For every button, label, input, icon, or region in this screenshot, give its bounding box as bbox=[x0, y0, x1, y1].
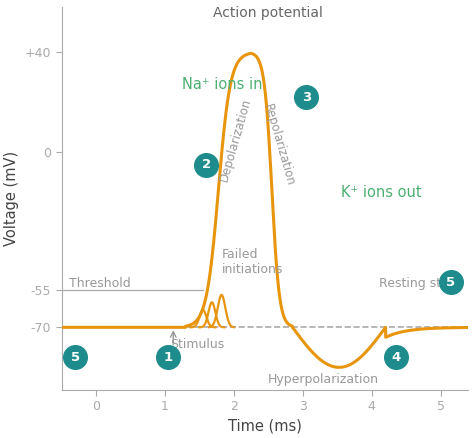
Y-axis label: Voltage (mV): Voltage (mV) bbox=[4, 151, 19, 246]
Text: 3: 3 bbox=[301, 91, 311, 104]
Text: 4: 4 bbox=[391, 351, 401, 364]
Text: 5: 5 bbox=[71, 351, 80, 364]
Text: Depolarization: Depolarization bbox=[217, 96, 254, 183]
Text: Threshold: Threshold bbox=[69, 277, 130, 290]
Text: Na⁺ ions in: Na⁺ ions in bbox=[182, 77, 263, 92]
Text: 5: 5 bbox=[447, 276, 456, 289]
Text: Hyperpolarization: Hyperpolarization bbox=[268, 373, 379, 386]
Text: Failed
initiations: Failed initiations bbox=[221, 248, 283, 276]
Text: Stimulus: Stimulus bbox=[171, 338, 225, 351]
Text: 2: 2 bbox=[202, 158, 211, 171]
Text: Action potential: Action potential bbox=[213, 6, 323, 20]
Text: 1: 1 bbox=[164, 351, 173, 364]
X-axis label: Time (ms): Time (ms) bbox=[228, 419, 302, 434]
Text: K⁺ ions out: K⁺ ions out bbox=[341, 185, 421, 200]
Text: Repolarization: Repolarization bbox=[261, 102, 297, 187]
Text: Resting state: Resting state bbox=[379, 277, 461, 290]
